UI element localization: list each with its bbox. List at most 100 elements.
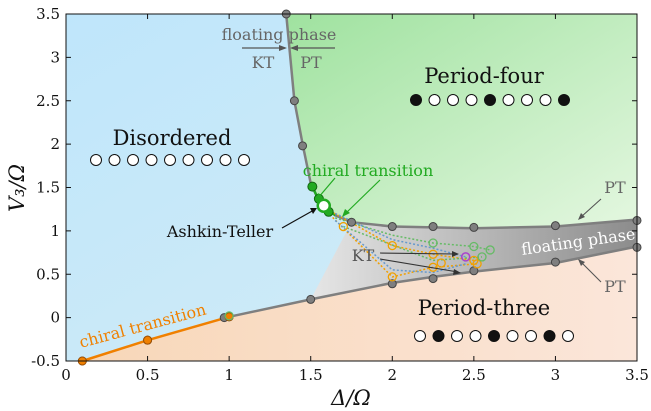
period-four-region (286, 14, 637, 229)
pt-right-lower-label: PT (604, 277, 626, 296)
period-four-boundary-line (284, 13, 638, 230)
period_three-pattern-site (414, 330, 426, 342)
boundary-marker (289, 96, 299, 106)
x-tick-label: 3 (551, 366, 561, 384)
kt-green-dotted-line (334, 217, 491, 262)
period_three-pattern-site (451, 330, 463, 342)
green-chiral-marker (307, 181, 318, 192)
occupation-patterns (90, 94, 574, 342)
pt-right-lower-arrowhead (578, 259, 585, 266)
kt-orange-marker (436, 258, 446, 268)
pt-right-upper-label: PT (604, 178, 626, 197)
boundary-marker (387, 279, 397, 289)
orange-chiral-marker (143, 335, 153, 345)
axis-ticks: 0 0.5 1 1.5 2 2.5 3 3.5-0.500.511.522.533.5 (31, 5, 649, 384)
boundary-marker (469, 222, 479, 232)
period_four-pattern-site (521, 94, 533, 106)
x-axis-label: Δ/Ω (330, 386, 371, 410)
y-tick-label: 1 (50, 222, 60, 240)
ashkin-teller-label: Ashkin-Teller (166, 222, 274, 241)
y-tick-label: 1.5 (36, 179, 60, 197)
period_four-pattern-site (428, 94, 441, 106)
kt-orange-marker (338, 221, 348, 232)
period_three-pattern-site (543, 330, 556, 342)
y-tick-label: 0 (50, 309, 60, 327)
disordered-label: Disordered (113, 126, 232, 150)
pt-top-arrowhead (290, 45, 298, 51)
boundary-marker (298, 141, 308, 151)
boundary-marker (428, 222, 438, 232)
disordered-pattern-site (145, 154, 158, 166)
pt-right-upper-arrowhead (578, 213, 585, 220)
y-tick-label: 2.5 (36, 92, 60, 110)
disordered-pattern-site (108, 154, 121, 166)
pt-right-upper-arrow (580, 198, 602, 218)
chiral-green-arrow-1 (317, 177, 336, 199)
pt-top-label: PT (300, 53, 322, 72)
period_four-pattern-site (465, 94, 478, 106)
period_four-pattern-site (539, 94, 552, 106)
x-tick-label: 2.5 (462, 366, 486, 384)
y-tick-label: 3 (50, 48, 60, 66)
disordered-pattern-site (219, 154, 232, 166)
kt-green-marker (428, 238, 438, 248)
kt-green-marker (469, 241, 479, 252)
disordered-pattern-site (238, 154, 250, 166)
x-tick-label: 3.5 (625, 366, 649, 384)
kt-right-arrow-1 (379, 252, 456, 255)
y-tick-label: 0.5 (36, 265, 60, 283)
kt-orange-marker (387, 240, 397, 251)
kt-green-marker (224, 311, 234, 321)
pt-right-lower-arrow (580, 261, 602, 283)
kt-orange-marker (472, 259, 482, 269)
y-tick-label: 3.5 (36, 5, 60, 23)
period-three-label: Period-three (418, 296, 550, 320)
period_three-pattern-site (432, 330, 445, 342)
y-tick-label: -0.5 (31, 352, 60, 370)
chiral-green-arrowhead-2 (342, 209, 350, 217)
kt-top-label: KT (252, 53, 275, 72)
x-tick-label: 0.5 (136, 366, 160, 384)
disordered-pattern-site (90, 154, 102, 166)
period_three-pattern-site (525, 330, 537, 342)
x-tick-label: 1.5 (299, 366, 323, 384)
chiral-green-label: chiral transition (303, 161, 434, 180)
period_four-pattern-site (447, 94, 459, 106)
kt-right-arrow-2 (379, 258, 459, 273)
boundary-marker (347, 217, 356, 227)
chiral-green-arrowhead-1 (316, 193, 323, 201)
y-axis-label: V₃/Ω (5, 164, 29, 212)
ashkin-teller-arrow (281, 209, 315, 229)
ashkin-teller-marker (316, 198, 332, 213)
period_four-pattern-site (502, 94, 515, 106)
boundary-marker (306, 294, 316, 304)
disordered-pattern-site (182, 154, 195, 166)
boundary-marker (387, 222, 397, 232)
data-markers (77, 9, 642, 366)
floating-phase-top-label: floating phase (222, 25, 337, 44)
y-tick-label: 2 (50, 135, 60, 153)
kt-blue-dotted-line (334, 212, 466, 274)
kt-orange-marker (387, 272, 397, 282)
chiral-green-arrow-2 (344, 179, 381, 215)
kt-right-label: KT (352, 246, 375, 265)
disordered-pattern-site (127, 154, 139, 166)
period_three-pattern-site (488, 330, 500, 342)
period_four-pattern-site (558, 94, 570, 106)
period_three-pattern-site (469, 330, 482, 342)
kt-purple-marker (460, 252, 471, 262)
period_three-pattern-site (562, 330, 574, 342)
period_four-pattern-site (410, 94, 422, 106)
phase-regions (66, 14, 638, 361)
boundary-marker (550, 221, 560, 231)
ashkin-teller-arrowhead (310, 208, 317, 214)
period_four-pattern-site (484, 94, 496, 106)
boundary-marker (428, 274, 438, 284)
period-four-label: Period-four (424, 64, 544, 88)
kt-top-arrowhead (279, 45, 287, 51)
kt-green-marker (477, 252, 487, 262)
kt-right-arrowhead-1 (452, 251, 459, 257)
kt-green-marker (485, 245, 495, 255)
disordered-pattern-site (201, 154, 213, 166)
